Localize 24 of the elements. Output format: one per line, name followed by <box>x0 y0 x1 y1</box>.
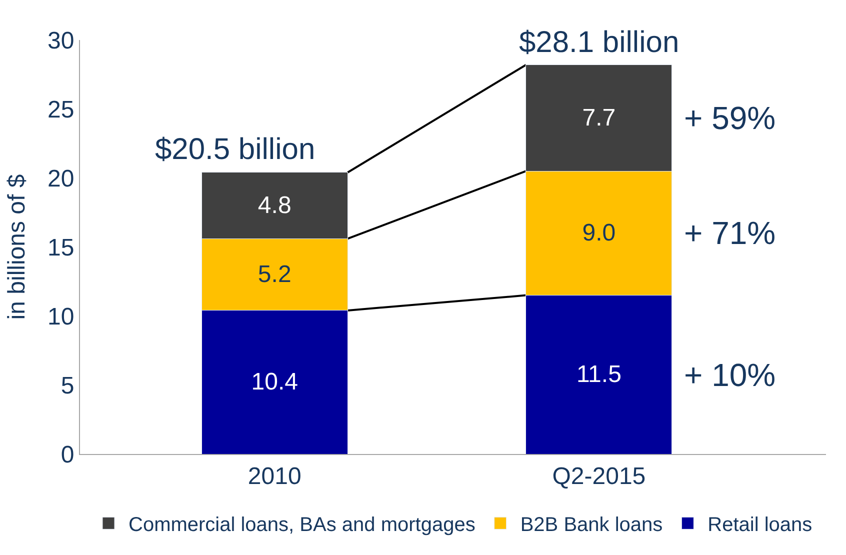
y-tick-label: 15 <box>47 234 74 262</box>
y-tick-label: 25 <box>47 96 74 124</box>
legend-label: Commercial loans, BAs and mortgages <box>128 514 476 536</box>
y-tick-label: 10 <box>47 303 74 330</box>
data-label: 11.5 <box>576 361 622 388</box>
y-tick-label: 20 <box>47 165 74 192</box>
total-label: $20.5 billion <box>155 133 316 166</box>
annotation: + 10% <box>684 357 776 393</box>
annotation: + 71% <box>684 215 776 251</box>
y-tick-label: 0 <box>60 441 74 468</box>
data-label: 7.7 <box>582 104 616 132</box>
y-axis-title: in billions of $ <box>4 174 31 320</box>
x-tick-label: 2010 <box>248 462 302 490</box>
data-label: 4.8 <box>258 192 292 220</box>
data-label: 9.0 <box>582 220 616 247</box>
legend-label: B2B Bank loans <box>520 514 663 536</box>
legend-label: Retail loans <box>708 514 812 536</box>
x-tick-label: Q2-2015 <box>552 462 646 490</box>
data-label: 10.4 <box>251 368 298 396</box>
data-label: 5.2 <box>258 261 292 288</box>
total-label: $28.1 billion <box>519 26 680 59</box>
y-tick-label: 5 <box>60 372 74 400</box>
annotation: + 59% <box>684 100 776 136</box>
y-tick-label: 30 <box>47 27 74 54</box>
